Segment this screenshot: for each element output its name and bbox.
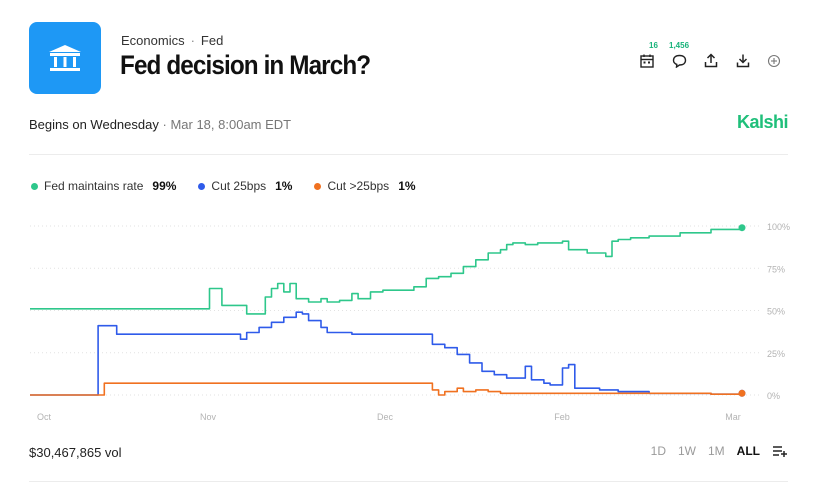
comments-count: 1,456: [669, 41, 690, 50]
bank-icon: [49, 45, 81, 71]
x-tick-label: Feb: [554, 412, 570, 422]
breadcrumb-separator: ·: [190, 33, 195, 48]
begins-separator: ·: [162, 117, 167, 132]
action-toolbar: 16 1,456: [636, 41, 786, 74]
bank-logo: [29, 22, 101, 94]
breadcrumb-subcategory[interactable]: Fed: [200, 33, 224, 48]
plus-circle-icon: [767, 54, 781, 68]
y-tick-label: 75%: [767, 264, 785, 274]
legend-value: 1%: [398, 179, 416, 193]
download-button[interactable]: [732, 44, 754, 68]
calendar-icon: [640, 54, 654, 68]
legend-item[interactable]: Cut 25bps 1%: [198, 179, 292, 193]
calendar-button[interactable]: 16: [636, 41, 658, 68]
share-button[interactable]: [700, 44, 722, 68]
range-1m-button[interactable]: 1M: [708, 444, 725, 458]
calendar-count: 16: [649, 41, 658, 50]
series-line: [30, 227, 743, 315]
x-tick-label: Nov: [200, 412, 217, 422]
y-tick-label: 50%: [767, 307, 785, 317]
y-tick-label: 0%: [767, 391, 780, 401]
legend-swatch: [314, 182, 322, 190]
range-all-button[interactable]: ALL: [736, 444, 760, 458]
range-selector: 1D 1W 1M ALL: [651, 444, 788, 458]
comments-button[interactable]: 1,456: [668, 41, 690, 68]
breadcrumb-category[interactable]: Economics: [121, 33, 185, 48]
legend-value: 1%: [275, 179, 293, 193]
y-tick-label: 25%: [767, 349, 785, 359]
x-tick-label: Oct: [37, 412, 52, 422]
legend-label: Cut 25bps: [211, 179, 267, 193]
divider: [29, 481, 788, 482]
begins-info: Begins on Wednesday · Mar 18, 8:00am EDT: [29, 117, 291, 132]
legend-value: 99%: [152, 179, 177, 193]
breadcrumb: Economics · Fed: [121, 33, 223, 48]
legend-swatch: [198, 182, 206, 190]
comment-icon: [672, 54, 686, 68]
legend-label: Fed maintains rate: [44, 179, 144, 193]
download-icon: [736, 54, 750, 68]
legend-swatch: [31, 182, 38, 190]
legend-item[interactable]: Fed maintains rate 99%: [31, 179, 176, 193]
x-tick-label: Mar: [725, 412, 741, 422]
range-1d-button[interactable]: 1D: [650, 444, 666, 458]
price-chart[interactable]: 100% 75% 50% 25% 0% Oct Nov Dec Feb Mar: [0, 210, 832, 432]
volume-text: $30,467,865 vol: [29, 445, 122, 460]
begins-time: Mar 18, 8:00am EDT: [170, 117, 292, 132]
market-title: Fed decision in March?: [120, 50, 371, 80]
series-endpoint: [738, 224, 746, 232]
begins-label: Begins on Wednesday: [29, 117, 159, 132]
share-icon: [704, 53, 718, 68]
series-endpoint: [738, 389, 746, 397]
brand-logo[interactable]: Kalshi: [736, 112, 789, 132]
add-button[interactable]: [763, 44, 785, 68]
range-1w-button[interactable]: 1W: [678, 444, 696, 458]
series-line: [30, 311, 743, 396]
list-add-icon[interactable]: [772, 444, 788, 458]
chart-legend: Fed maintains rate 99% Cut 25bps 1% Cut …: [31, 179, 416, 193]
legend-label: Cut >25bps: [327, 179, 390, 193]
divider: [29, 154, 788, 155]
y-tick-label: 100%: [767, 222, 790, 232]
series-line: [30, 382, 743, 396]
legend-item[interactable]: Cut >25bps 1%: [314, 179, 416, 193]
x-tick-label: Dec: [377, 412, 394, 422]
